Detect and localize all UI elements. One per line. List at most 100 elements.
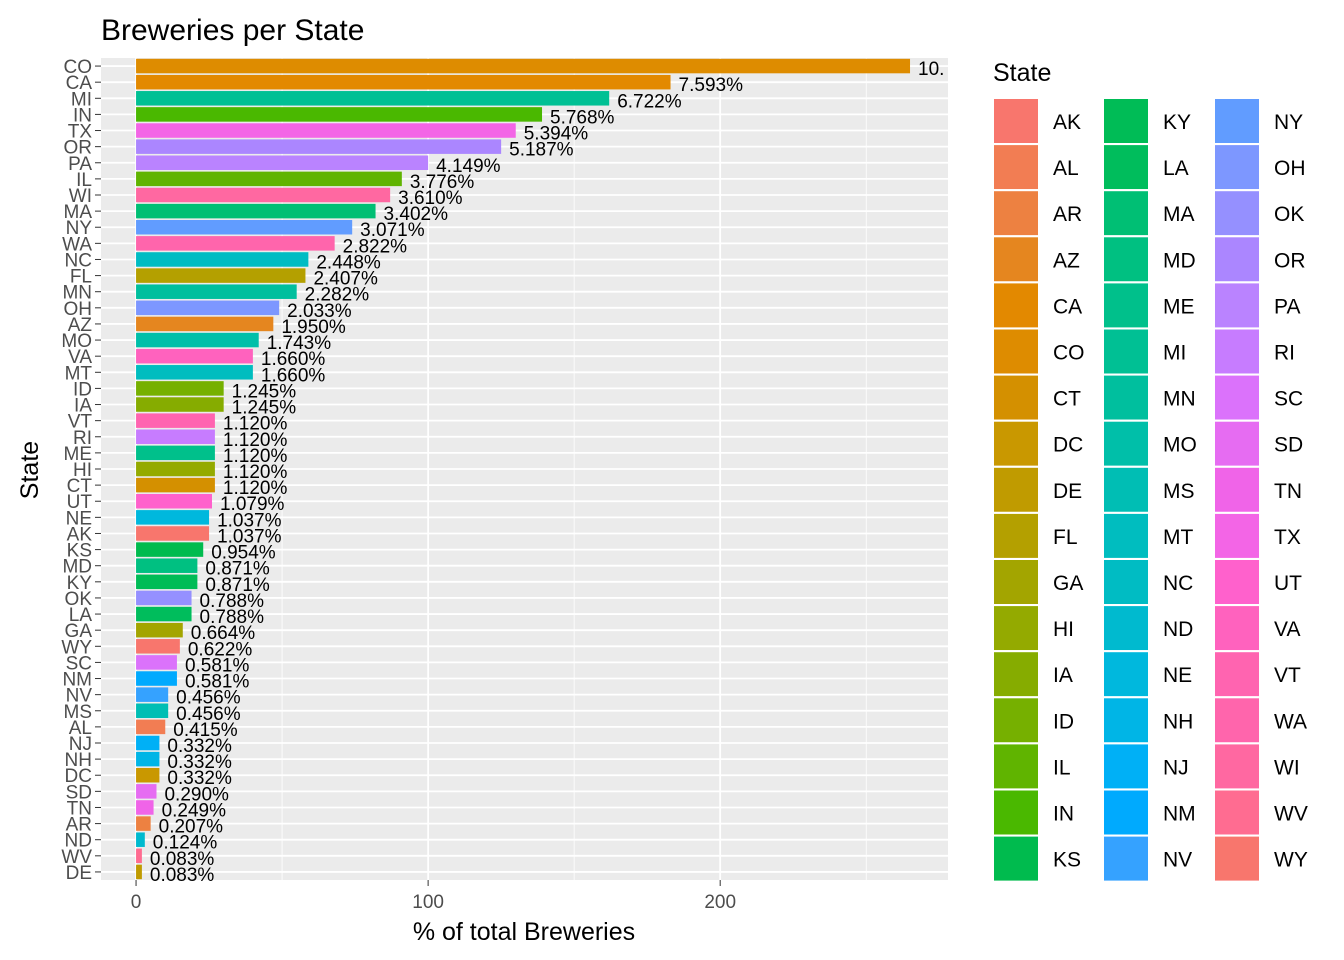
legend-label-ia: IA [1053,664,1073,687]
legend-label-ky: KY [1163,111,1191,134]
bar-de [136,864,142,880]
bar-label-nv: 0.456% [176,688,241,709]
legend-key-wi [1213,742,1261,791]
bar-label-wv: 0.083% [150,849,215,870]
bar-ar [136,816,151,831]
legend-label-mt: MT [1163,526,1193,549]
bar-mt [136,365,253,380]
bar-label-dc: 0.332% [167,768,232,789]
legend-key-ia [992,650,1040,699]
bar-label-wy: 0.622% [188,639,253,660]
y-tick-label-ri: RI [73,428,92,449]
bar-fl [136,268,306,283]
legend-label-wy: WY [1274,849,1308,872]
bar-label-ia: 1.245% [232,398,297,419]
y-tick-label-co: CO [64,57,93,78]
legend-key-ut [1213,558,1261,606]
legend-key-wv [1213,788,1261,837]
bar-labels: 10.7.593%6.722%5.768%5.394%5.187%4.149%3… [150,59,945,886]
bar-nh [136,751,160,767]
legend-key-il [992,742,1040,791]
bar-al [136,719,166,735]
legend-key-md [1102,235,1150,284]
bar-label-ri: 1.120% [223,430,288,451]
y-tick-label-vt: VT [68,412,93,433]
legend-key-ca [992,281,1040,330]
bar-wv [136,848,142,864]
legend-key-la [1102,143,1150,192]
legend-key-mn [1102,373,1150,422]
y-tick-label-dc: DC [65,766,92,787]
bar-label-ut: 1.079% [220,494,285,515]
legend-label-ak: AK [1053,111,1081,134]
y-tick-label-ky: KY [67,573,93,594]
legend-key-de [992,465,1040,514]
bar-label-vt: 1.120% [223,414,288,435]
legend-label-tn: TN [1274,480,1302,503]
y-tick-label-ca: CA [66,73,93,94]
y-tick-label-sc: SC [66,653,92,674]
bar-label-ct: 1.120% [223,478,288,499]
legend-label-id: ID [1053,710,1074,733]
bar-ms [136,703,169,719]
y-tick-label-ms: MS [64,702,93,723]
legend-label-ar: AR [1053,203,1082,226]
bar-label-mt: 1.660% [261,365,326,386]
bar-ky [136,574,198,590]
legend-key-oh [1213,143,1261,192]
legend-label-ri: RI [1274,342,1295,365]
legend-label-fl: FL [1053,526,1078,549]
legend-label-mo: MO [1163,434,1197,457]
bar-label-co: 10. [918,59,944,80]
y-tick-label-ar: AR [66,815,92,836]
bar-id [136,381,224,396]
bar-ut [136,493,212,509]
bar-label-ok: 0.788% [200,591,265,612]
bar-label-ca: 7.593% [679,75,744,96]
y-tick-label-nv: NV [66,686,93,707]
legend-key-pa [1213,281,1261,330]
y-tick-label-wv: WV [61,847,92,868]
y-tick-label-nj: NJ [69,734,92,755]
legend-label-oh: OH [1274,157,1306,180]
bar-ct [136,477,215,493]
legend-label-va: VA [1274,618,1300,641]
bar-label-me: 1.120% [223,446,288,467]
y-tick-label-sd: SD [66,782,92,803]
bar-label-ms: 0.456% [176,704,241,725]
bar-label-nh: 0.332% [167,752,232,773]
legend-key-in [992,788,1040,837]
legend-key-id [992,696,1040,745]
y-tick-label-nh: NH [65,750,92,771]
legend-key-sc [1213,373,1261,422]
legend-label-sd: SD [1274,434,1303,457]
legend-key-fl [992,511,1040,560]
bar-in [136,107,543,122]
bar-co [136,58,911,74]
legend-label-sc: SC [1274,388,1303,411]
bar-ny [136,219,353,235]
bar-nj [136,735,160,751]
legend-label-ks: KS [1053,849,1081,872]
bar-label-mi: 6.722% [617,91,682,112]
legend-key-nh [1102,696,1150,745]
y-tick-label-wy: WY [61,637,92,658]
bar-label-pa: 4.149% [436,156,501,177]
bar-label-id: 1.245% [232,381,297,402]
y-tick-label-ny: NY [66,218,93,239]
y-tick-label-mo: MO [61,331,92,352]
bar-pa [136,155,429,171]
legend-label-nv: NV [1163,849,1192,872]
bar-label-or: 5.187% [509,140,574,161]
bar-ok [136,590,192,606]
legend-label-wa: WA [1274,710,1307,733]
bar-tx [136,123,516,138]
bar-label-nc: 2.448% [316,252,381,273]
y-tick-label-nm: NM [62,670,92,691]
bar-label-ne: 1.037% [217,510,282,531]
bar-label-wi: 3.610% [398,188,463,209]
legend-key-me [1102,281,1150,330]
y-tick-label-ks: KS [67,541,92,562]
legend-key-dc [992,419,1040,468]
